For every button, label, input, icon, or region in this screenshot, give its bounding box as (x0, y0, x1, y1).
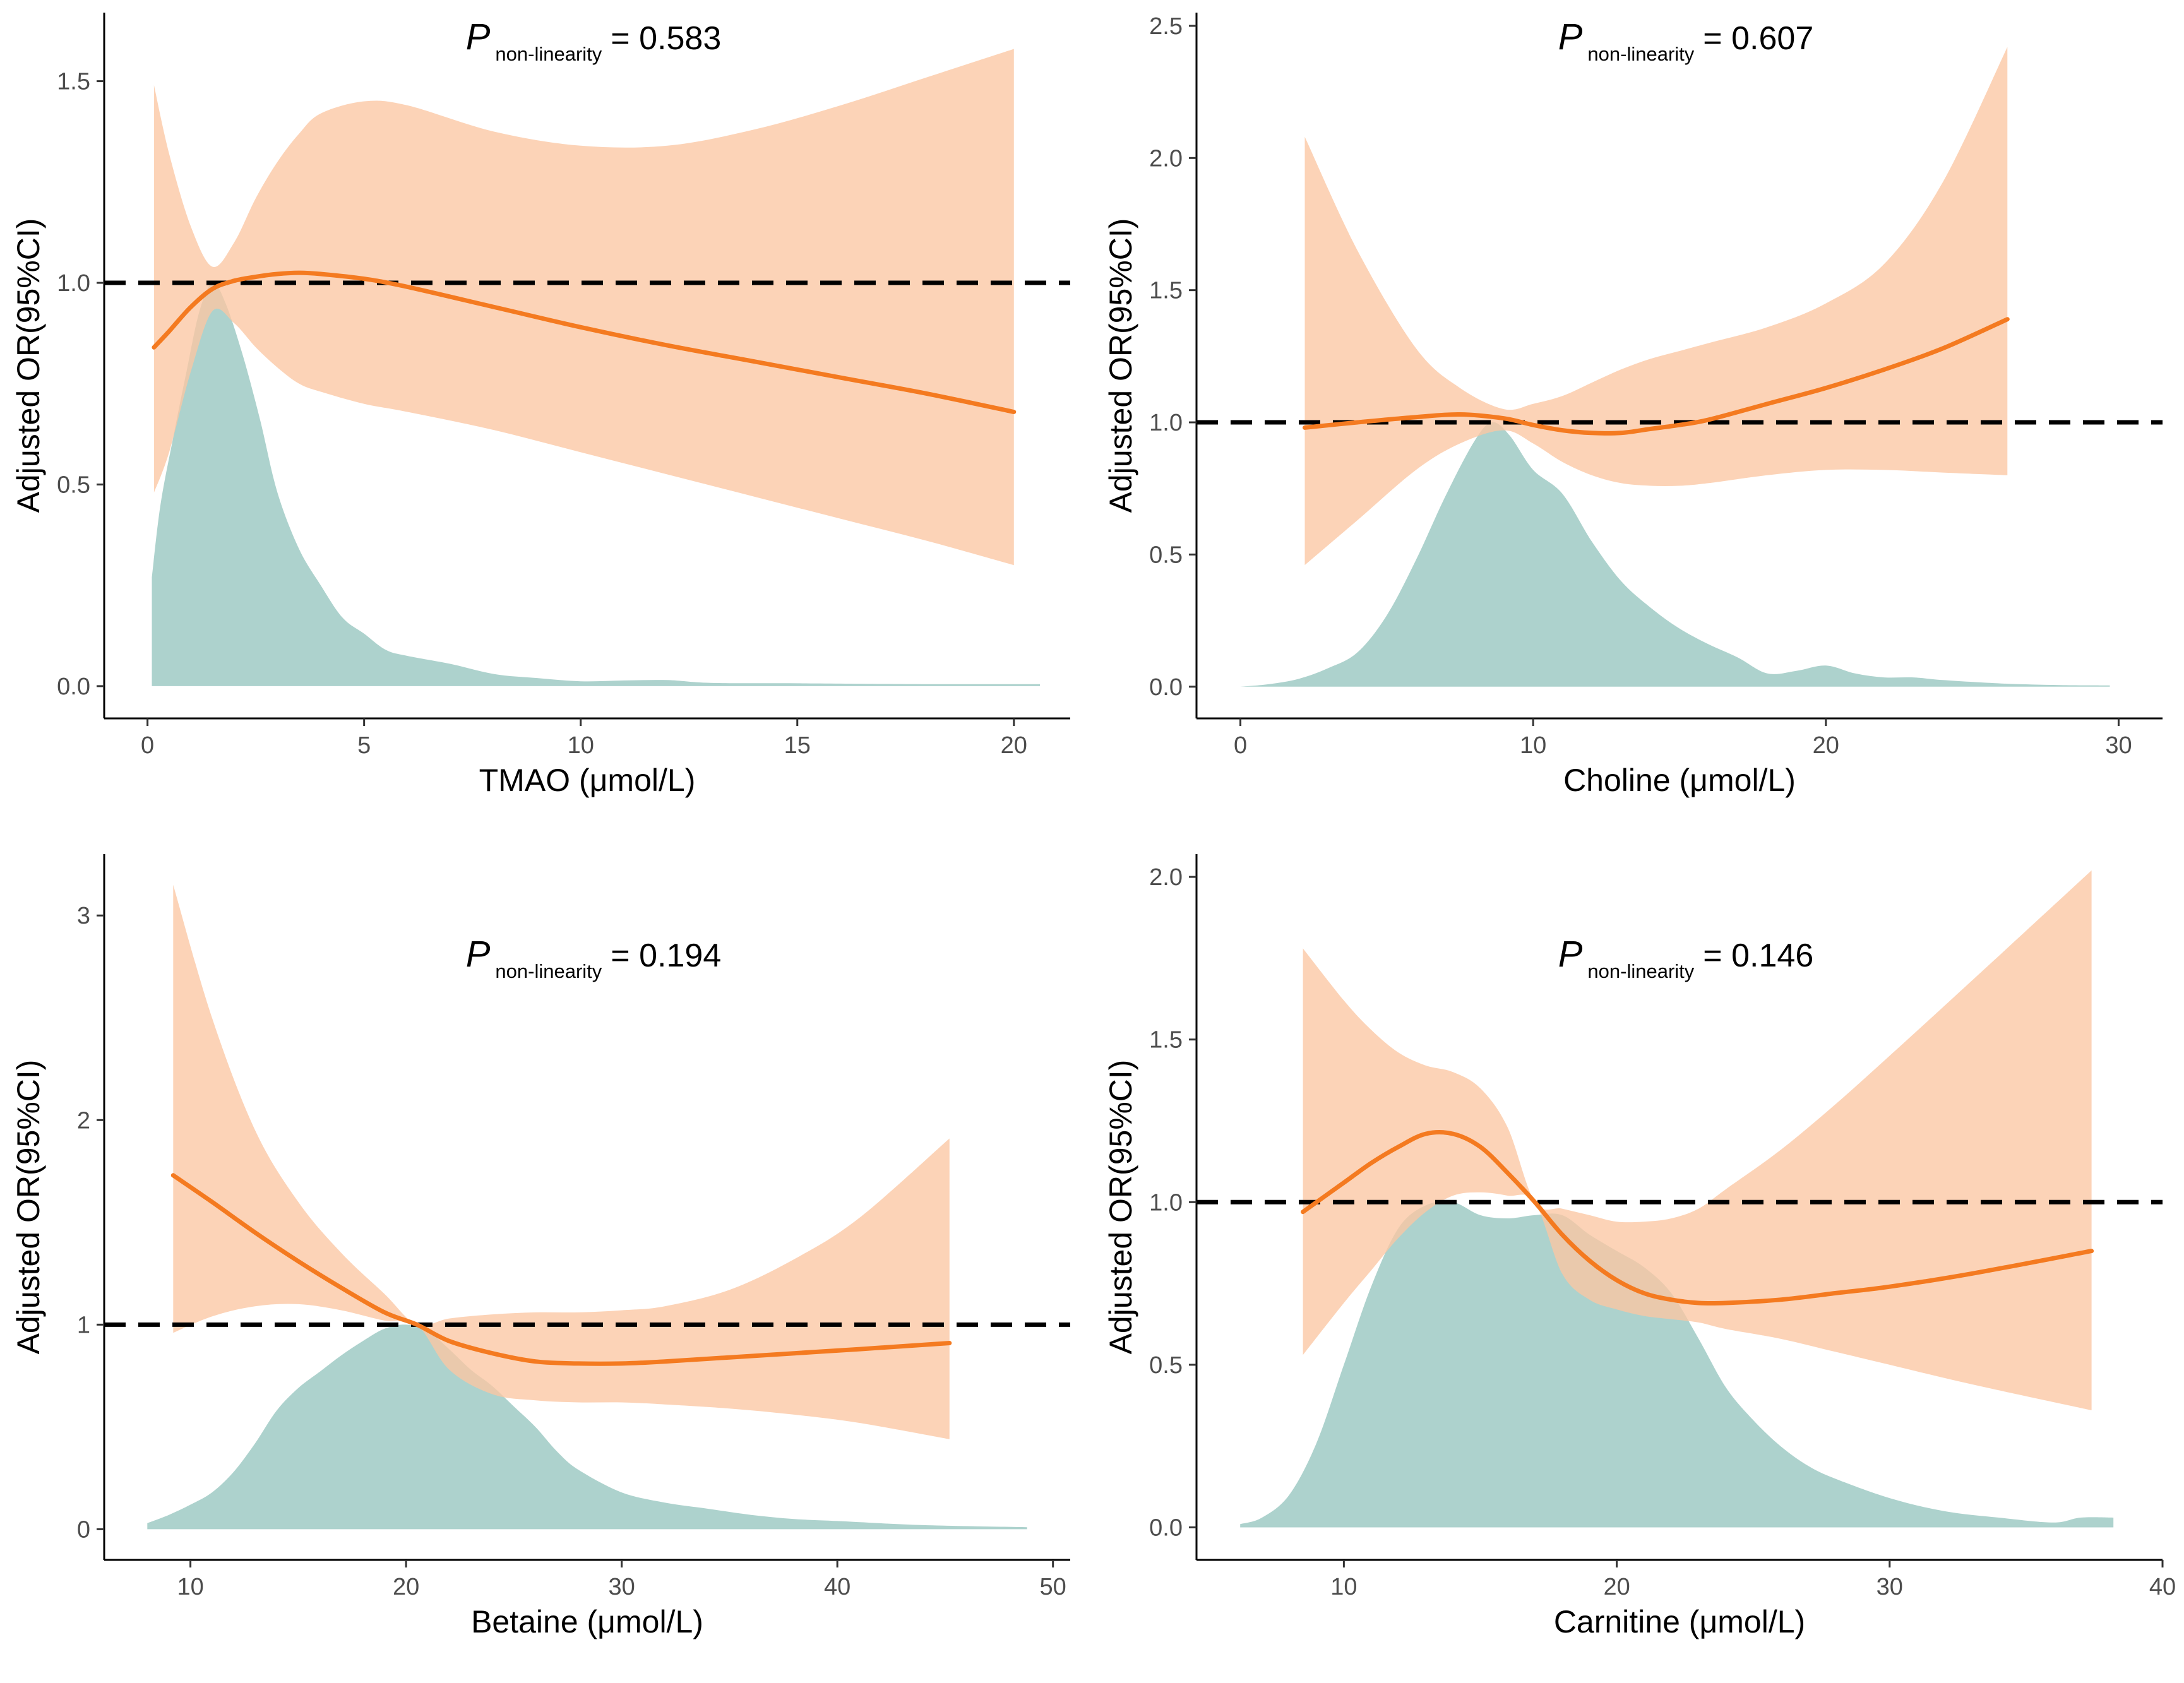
p-value: = 0.146 (1703, 937, 1813, 974)
x-tick-label: 15 (784, 732, 811, 759)
ci-band (153, 49, 1014, 566)
y-tick-label: 0 (77, 1516, 90, 1543)
y-tick-label: 3 (77, 903, 90, 929)
x-axis-title: TMAO (μmol/L) (479, 763, 696, 798)
y-tick-label: 0.0 (57, 674, 90, 700)
x-tick-label: 30 (1877, 1574, 1903, 1600)
y-tick-label: 2.5 (1149, 13, 1183, 40)
y-axis-title: Adjusted OR(95%CI) (1103, 1060, 1138, 1355)
panel-betaine: 0 1 2 3 10 20 30 40 50 Betaine (μmol/L) Adjusted O… (0, 842, 1092, 1683)
x-tick-label: 0 (1234, 732, 1247, 759)
p-symbol: P (1558, 16, 1583, 57)
p-subscript: non-linearity (1587, 960, 1694, 982)
y-tick-label: 1.5 (1149, 1027, 1183, 1054)
y-tick-label: 1.0 (1149, 1189, 1183, 1216)
x-tick-label: 10 (1330, 1574, 1357, 1600)
p-symbol: P (466, 934, 491, 975)
x-tick-label: 5 (357, 732, 371, 759)
spline-line (152, 270, 1017, 414)
x-tick-label: 30 (2105, 732, 2132, 759)
y-tick-label: 2.0 (1149, 145, 1183, 172)
density-area (1240, 1201, 2114, 1528)
x-tick-label: 0 (141, 732, 154, 759)
ci-band (1303, 870, 2092, 1410)
y-axis-title: Adjusted OR(95%CI) (11, 1060, 46, 1355)
x-axis-title: Betaine (μmol/L) (471, 1604, 703, 1639)
x-axis-title: Carnitine (μmol/L) (1554, 1604, 1805, 1639)
x-tick-label: 20 (393, 1574, 419, 1600)
spline-line (1303, 317, 2010, 436)
y-tick-label: 1.5 (57, 69, 90, 95)
p-subscript: non-linearity (495, 960, 602, 982)
y-tick-label: 1.0 (1149, 410, 1183, 436)
y-tick-label: 2 (77, 1107, 90, 1134)
p-symbol: P (466, 16, 491, 57)
y-tick-label: 0.5 (1149, 542, 1183, 568)
p-value: = 0.583 (611, 20, 721, 57)
spline-line (170, 1173, 952, 1366)
chart-choline: 0.0 0.5 1.0 1.5 2.0 2.5 0 10 20 30 Choline (μmol/L… (1103, 13, 2163, 798)
x-tick-label: 50 (1040, 1574, 1066, 1600)
x-tick-label: 10 (568, 732, 594, 759)
x-tick-label: 10 (1520, 732, 1546, 759)
panel-carnitine: 0.0 0.5 1.0 1.5 2.0 10 20 30 40 Carnitine (μmol/L… (1092, 842, 2184, 1683)
p-symbol: P (1558, 934, 1583, 975)
density-area (152, 282, 1040, 686)
p-subscript: non-linearity (1587, 43, 1694, 65)
y-tick-label: 0.5 (1149, 1352, 1183, 1379)
p-value: = 0.194 (611, 937, 721, 974)
y-tick-label: 0.0 (1149, 1514, 1183, 1541)
spline-line (1301, 1129, 2094, 1306)
y-tick-label: 0.5 (57, 472, 90, 498)
x-tick-label: 40 (2149, 1574, 2176, 1600)
density-area (147, 1324, 1027, 1530)
y-tick-label: 1.5 (1149, 278, 1183, 304)
chart-tmao: 0.0 0.5 1.0 1.5 0 5 10 15 20 TMAO (μmol/L) Adjuste… (11, 13, 1070, 798)
x-tick-label: 10 (177, 1574, 203, 1600)
ci-band (1304, 47, 2008, 566)
p-value: = 0.607 (1703, 20, 1813, 57)
x-tick-label: 30 (609, 1574, 635, 1600)
x-tick-label: 40 (824, 1574, 850, 1600)
y-axis-title: Adjusted OR(95%CI) (1103, 218, 1138, 513)
y-tick-label: 2.0 (1149, 864, 1183, 891)
chart-betaine: 0 1 2 3 10 20 30 40 50 Betaine (μmol/L) Adjusted O… (11, 854, 1070, 1639)
y-tick-label: 1.0 (57, 270, 90, 297)
panel-choline: 0.0 0.5 1.0 1.5 2.0 2.5 0 10 20 30 Choline (μmol/L… (1092, 0, 2184, 842)
x-tick-label: 20 (1813, 732, 1839, 759)
x-tick-label: 20 (1001, 732, 1027, 759)
panel-tmao: 0.0 0.5 1.0 1.5 0 5 10 15 20 TMAO (μmol/L) Adjuste… (0, 0, 1092, 842)
x-axis-title: Choline (μmol/L) (1563, 763, 1796, 798)
density-area (1240, 422, 2110, 687)
p-subscript: non-linearity (495, 43, 602, 65)
x-tick-label: 20 (1603, 1574, 1630, 1600)
chart-carnitine: 0.0 0.5 1.0 1.5 2.0 10 20 30 40 Carnitine (μmol/L… (1103, 854, 2176, 1639)
y-tick-label: 0.0 (1149, 674, 1183, 701)
y-tick-label: 1 (77, 1312, 90, 1338)
y-axis-title: Adjusted OR(95%CI) (11, 218, 46, 513)
